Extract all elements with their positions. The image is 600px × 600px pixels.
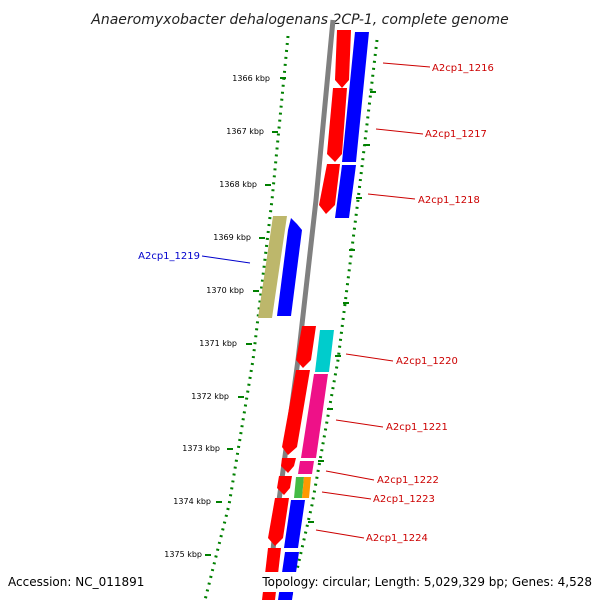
- scale-label-1372: 1372 kbp: [191, 392, 229, 401]
- callout-lines: [201, 62, 431, 539]
- callout-line: [201, 255, 251, 264]
- gene-block[interactable]: [301, 374, 328, 458]
- forward-strand-genes: [262, 30, 351, 600]
- callout-line: [367, 193, 416, 200]
- gene-label-a2cp1-1222[interactable]: A2cp1_1222: [377, 475, 439, 486]
- callout-line: [325, 470, 375, 481]
- scale-label-1366: 1366 kbp: [232, 74, 270, 83]
- scale-label-1374: 1374 kbp: [173, 497, 211, 506]
- rna-gene-block[interactable]: [258, 216, 287, 318]
- gene-block[interactable]: [298, 461, 314, 474]
- gene-block[interactable]: [294, 477, 304, 498]
- scale-label-1368: 1368 kbp: [219, 180, 257, 189]
- gene-arrow-forward[interactable]: [281, 458, 296, 473]
- gene-arrow-forward[interactable]: [296, 326, 316, 368]
- gene-label-a2cp1-1221[interactable]: A2cp1_1221: [386, 422, 448, 433]
- gene-label-a2cp1-1216[interactable]: A2cp1_1216: [432, 63, 494, 74]
- genome-summary-text: Topology: circular; Length: 5,029,329 bp…: [261, 575, 592, 589]
- gene-arrow-reverse[interactable]: [284, 500, 305, 548]
- gene-arrow-forward[interactable]: [268, 498, 289, 546]
- gene-arrow-reverse[interactable]: [277, 218, 302, 316]
- footer-accession-bg: [4, 572, 150, 592]
- feature-track: [294, 330, 334, 498]
- gene-arrow-forward[interactable]: [282, 370, 310, 455]
- gene-arrow-forward[interactable]: [277, 476, 292, 495]
- scale-label-1369: 1369 kbp: [213, 233, 251, 242]
- gene-label-a2cp1-1220[interactable]: A2cp1_1220: [396, 356, 458, 367]
- scale-label-1371: 1371 kbp: [199, 339, 237, 348]
- scale-label-1375: 1375 kbp: [164, 550, 202, 559]
- scale-label-1373: 1373 kbp: [182, 444, 220, 453]
- gene-label-a2cp1-1218[interactable]: A2cp1_1218: [418, 195, 480, 206]
- scale-label-1370: 1370 kbp: [206, 286, 244, 295]
- gene-label-a2cp1-1217[interactable]: A2cp1_1217: [425, 129, 487, 140]
- scale-ticks: [205, 77, 376, 556]
- callout-line: [335, 419, 384, 428]
- callout-line: [382, 62, 431, 68]
- scale-label-1367: 1367 kbp: [226, 127, 264, 136]
- map-title: Anaeromyxobacter dehalogenans 2CP-1, com…: [90, 12, 508, 28]
- gene-arrow-reverse[interactable]: [342, 32, 369, 162]
- gene-arrow-forward[interactable]: [327, 88, 347, 162]
- callout-line: [375, 128, 424, 135]
- accession-text: Accession: NC_011891: [8, 575, 144, 589]
- gene-arrow-reverse[interactable]: [335, 165, 356, 218]
- scale-tick-labels: 1366 kbp 1367 kbp 1368 kbp 1369 kbp 1370…: [164, 74, 270, 559]
- callout-line: [321, 491, 372, 500]
- gene-arrow-forward[interactable]: [319, 164, 340, 214]
- gene-label-a2cp1-1219[interactable]: A2cp1_1219: [138, 251, 200, 262]
- gene-block[interactable]: [302, 477, 311, 498]
- footer-summary-bg: [258, 572, 596, 592]
- scale-ring-inner: [203, 35, 290, 600]
- gene-arrow-forward[interactable]: [335, 30, 351, 88]
- gene-label-a2cp1-1224[interactable]: A2cp1_1224: [366, 533, 428, 544]
- gene-labels: A2cp1_1216 A2cp1_1217 A2cp1_1218 A2cp1_1…: [138, 63, 494, 544]
- callout-line: [315, 529, 365, 539]
- scale-ring-outer: [288, 39, 379, 600]
- gene-block[interactable]: [315, 330, 334, 372]
- callout-line: [345, 353, 394, 362]
- gene-label-a2cp1-1223[interactable]: A2cp1_1223: [373, 494, 435, 505]
